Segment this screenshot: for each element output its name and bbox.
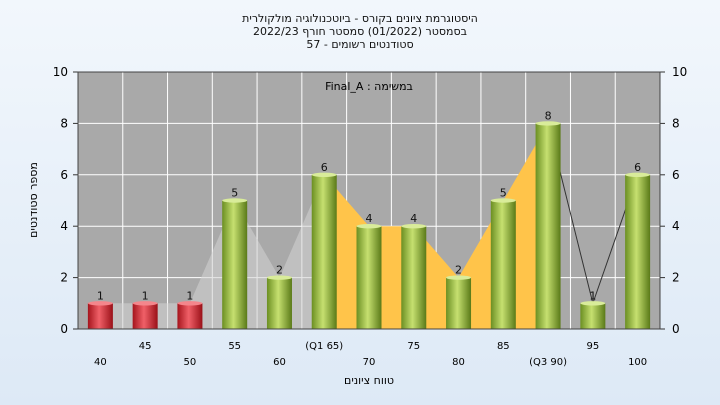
bar-9	[490, 200, 516, 329]
bar-value-label: 2	[455, 264, 462, 277]
bar-cap-11	[580, 301, 606, 306]
bar-2	[177, 303, 203, 329]
x-tick-label: 50	[184, 357, 197, 368]
bar-value-label: 5	[500, 187, 507, 200]
y-tick-label-right: 2	[672, 271, 680, 285]
y-tick-label-left: 0	[60, 322, 68, 336]
bar-value-label: 8	[545, 109, 552, 122]
y-axis-label: מספר סטודנטים	[27, 162, 40, 238]
x-tick-label: 75	[407, 341, 420, 352]
y-tick-label-right: 0	[672, 322, 680, 336]
bar-cap-6	[356, 224, 382, 229]
bar-0	[87, 303, 113, 329]
bar-value-label: 4	[410, 212, 417, 225]
bar-cap-8	[446, 275, 472, 280]
y-tick-label-left: 8	[60, 116, 68, 130]
bar-value-label: 1	[97, 289, 104, 302]
bar-cap-3	[222, 198, 248, 203]
bar-4	[266, 277, 292, 329]
bar-value-label: 1	[186, 289, 193, 302]
bar-cap-7	[401, 224, 427, 229]
bar-cap-1	[132, 301, 158, 306]
y-tick-label-right: 6	[672, 168, 680, 182]
bar-value-label: 6	[634, 161, 641, 174]
y-tick-label-left: 6	[60, 168, 68, 182]
bar-1	[132, 303, 158, 329]
chart-title-line-2: בסמסטר (01/2022) סמסטר חורף 2022/23	[253, 25, 467, 38]
y-tick-label-left: 10	[53, 65, 68, 79]
x-tick-label: 40	[94, 357, 107, 368]
y-tick-label-right: 10	[672, 65, 687, 79]
bar-cap-0	[87, 301, 113, 306]
bar-cap-9	[490, 198, 516, 203]
bar-7	[401, 226, 427, 329]
x-tick-label: 45	[139, 341, 152, 352]
bar-cap-12	[625, 172, 651, 177]
bar-6	[356, 226, 382, 329]
x-tick-label: 95	[586, 341, 599, 352]
x-tick-label: 85	[497, 341, 510, 352]
chart-annotation: במשימה : Final_A	[325, 80, 413, 93]
x-tick-label: 55	[228, 341, 241, 352]
y-tick-label-right: 4	[672, 219, 680, 233]
x-tick-label: 80	[452, 357, 465, 368]
bar-5	[311, 174, 337, 329]
x-tick-label: 100	[628, 357, 647, 368]
bar-value-label: 4	[366, 212, 373, 225]
chart-title-line-3: סטודנטים רשומים - 57	[306, 38, 414, 51]
bar-value-label: 1	[142, 289, 149, 302]
plot-frame	[77, 71, 661, 330]
chart-title-line-1: היסטוגרמת ציונים בקורס - ביוטכנולוגיה מו…	[242, 12, 478, 25]
x-tick-label: (Q1 65)	[305, 341, 343, 352]
bar-11	[580, 303, 606, 329]
bar-8	[446, 277, 472, 329]
y-tick-label-left: 4	[60, 219, 68, 233]
y-tick-label-right: 8	[672, 116, 680, 130]
x-axis-label: טווח ציונים	[344, 374, 394, 387]
bar-cap-4	[266, 275, 292, 280]
bar-cap-5	[311, 172, 337, 177]
bar-value-label: 5	[231, 187, 238, 200]
bar-value-label: 2	[276, 264, 283, 277]
x-tick-label: (Q3 90)	[529, 357, 567, 368]
bar-12	[625, 174, 651, 329]
bar-cap-2	[177, 301, 203, 306]
bar-value-label: 1	[589, 289, 596, 302]
bar-10	[535, 123, 561, 330]
bar-cap-10	[535, 121, 561, 126]
bar-value-label: 6	[321, 161, 328, 174]
x-tick-label: 70	[363, 357, 376, 368]
x-tick-label: 60	[273, 357, 286, 368]
y-tick-label-left: 2	[60, 271, 68, 285]
bar-3	[222, 200, 248, 329]
